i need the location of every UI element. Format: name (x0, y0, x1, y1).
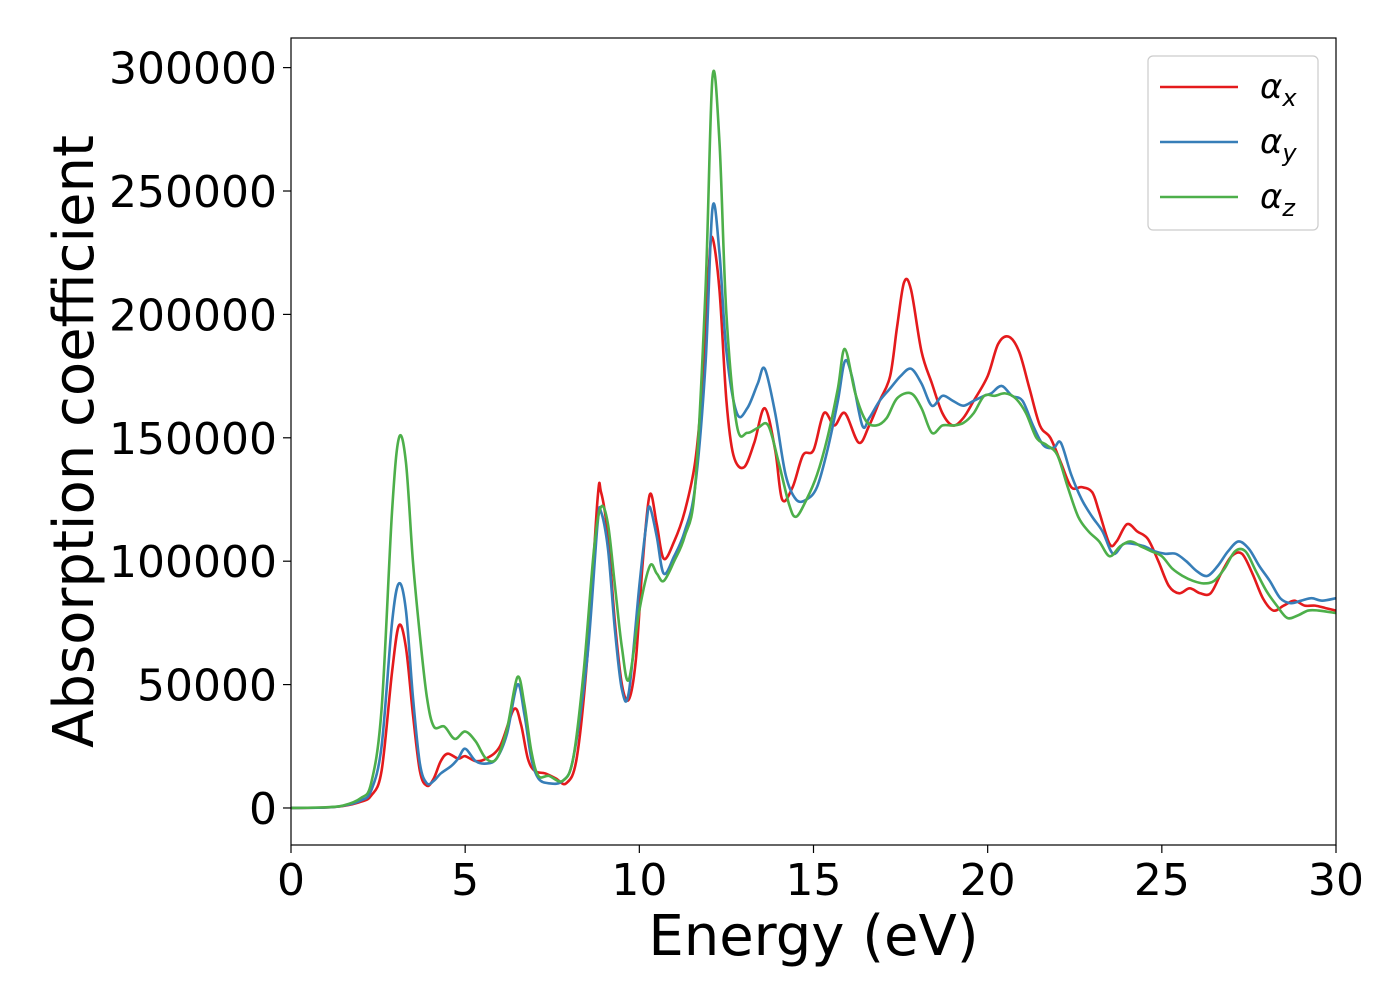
x-tick-label: 0 (277, 855, 305, 906)
series-line-x (291, 235, 1336, 810)
series-line-y (291, 202, 1336, 810)
y-tick-label: 50000 (137, 661, 277, 712)
legend-label-x: αx (1260, 67, 1297, 112)
legend-label-z: αz (1260, 177, 1296, 222)
x-tick-label: 25 (1134, 855, 1190, 906)
plot-area-lines (291, 69, 1336, 810)
legend-label-y: αy (1260, 122, 1297, 167)
y-tick-label: 250000 (109, 167, 277, 218)
x-tick-label: 30 (1308, 855, 1364, 906)
y-tick-label: 300000 (109, 44, 277, 95)
y-tick-label: 100000 (109, 537, 277, 588)
y-axis-label: Absorption coefficient (42, 135, 107, 748)
series-line-z (291, 69, 1336, 810)
legend-symbol: α (1260, 122, 1282, 162)
x-tick-label: 10 (611, 855, 667, 906)
legend-symbol: α (1260, 177, 1282, 217)
x-axis-ticks: 0 5 10 15 20 25 30 (277, 845, 1364, 906)
y-axis-ticks: 0 50000 100000 150000 200000 250000 300000 (109, 44, 291, 835)
x-axis-label: Energy (eV) (648, 904, 978, 969)
legend-subscript: y (1281, 139, 1297, 167)
y-tick-label: 150000 (109, 414, 277, 465)
x-tick-label: 20 (960, 855, 1016, 906)
x-tick-label: 5 (451, 855, 479, 906)
y-tick-label: 0 (249, 784, 277, 835)
legend-subscript: x (1281, 84, 1297, 112)
legend-symbol: α (1260, 67, 1282, 107)
legend-subscript: z (1281, 194, 1296, 222)
x-tick-label: 15 (786, 855, 842, 906)
y-tick-label: 200000 (109, 290, 277, 341)
